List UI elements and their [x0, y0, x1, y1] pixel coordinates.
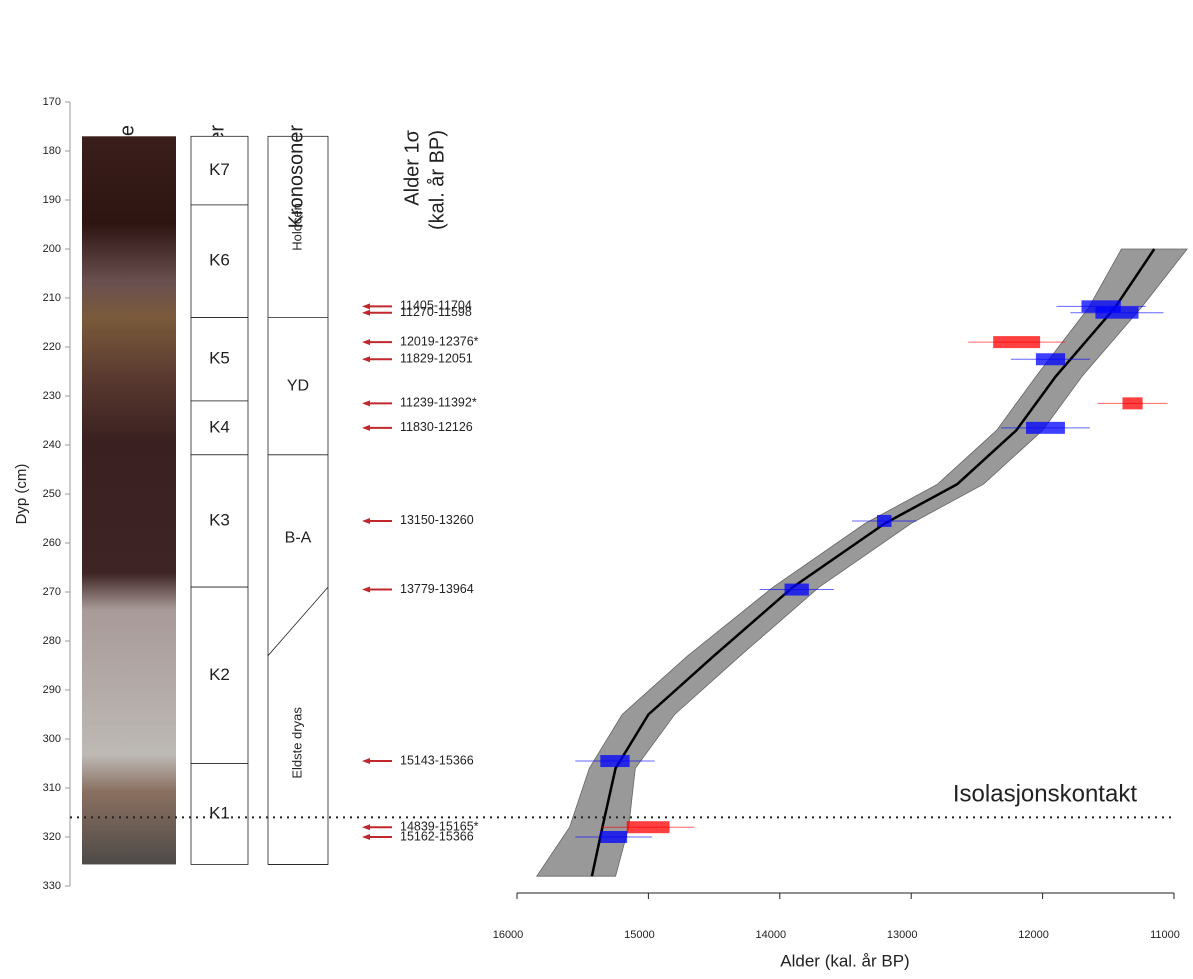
zone-label: Holocen — [289, 203, 304, 251]
date-arrow — [362, 517, 392, 524]
date-range — [993, 336, 1041, 349]
y-tick-label: 330 — [43, 880, 61, 892]
y-tick-label: 210 — [43, 292, 61, 304]
date-arrow — [362, 586, 392, 593]
date-arrow — [362, 824, 392, 831]
date-arrow — [362, 356, 392, 363]
y-tick-label: 310 — [43, 782, 61, 794]
zone-label: YD — [287, 377, 309, 394]
date-arrow — [362, 303, 392, 310]
x-tick-label: 11000 — [1150, 929, 1180, 941]
y-tick-label: 300 — [43, 733, 61, 745]
y-tick-label: 260 — [43, 537, 61, 549]
y-tick-label: 220 — [43, 341, 61, 353]
date-arrow — [362, 339, 392, 346]
core — [82, 136, 176, 865]
header: Kronosoner — [285, 125, 307, 229]
y-tick-label: 290 — [43, 684, 61, 696]
date-label: 11239-11392* — [400, 396, 477, 410]
y-tick-label: 270 — [43, 586, 61, 598]
date-arrow — [362, 834, 392, 840]
unit-label: K1 — [209, 803, 230, 822]
date-label: 15143-15366 — [400, 753, 474, 767]
unit-box — [190, 454, 249, 588]
date-arrow — [362, 424, 392, 431]
date-label: 12019-12376* — [400, 334, 479, 348]
unit-box — [190, 135, 249, 206]
date-label: 14839-15165* — [400, 819, 479, 833]
date-label: 11829-12051 — [400, 352, 473, 366]
date-label: 15162-15366 — [400, 829, 474, 843]
date-range — [1122, 397, 1143, 410]
date-range — [600, 755, 630, 768]
y-tick-label: 280 — [43, 635, 61, 647]
y-tick-label: 250 — [43, 488, 61, 500]
unit-label: K5 — [209, 349, 230, 368]
unit-box — [190, 317, 249, 402]
unit-label: K7 — [209, 160, 230, 179]
x-axis-label: Alder (kal. år BP) — [780, 951, 909, 970]
unit-label: K3 — [209, 510, 230, 529]
date-label: 13150-13260 — [400, 513, 474, 527]
date-range — [1035, 353, 1066, 366]
x-tick-label: 12000 — [1018, 929, 1049, 941]
date-arrow — [362, 400, 392, 407]
zone-boundary — [267, 586, 329, 656]
unit-label: K2 — [209, 665, 230, 684]
y-tick-label: 170 — [43, 96, 61, 108]
date-range — [1026, 421, 1065, 434]
x-tick-label: 13000 — [887, 929, 918, 941]
y-tick-label: 200 — [43, 243, 61, 255]
contact-label: Isolasjonskontakt — [953, 781, 1137, 808]
y-tick-label: 180 — [43, 145, 61, 157]
unit-box — [190, 204, 249, 318]
date-range — [600, 831, 628, 843]
date-label: 11270-11598 — [400, 305, 472, 319]
x-tick-label: 15000 — [624, 929, 655, 941]
y-tick-label: 320 — [43, 831, 61, 843]
unit-box — [190, 400, 249, 456]
y-tick-label: 230 — [43, 390, 61, 402]
date-range — [1095, 306, 1139, 319]
unit-label: K6 — [209, 251, 230, 270]
y-tick-label: 240 — [43, 439, 61, 451]
unit-label: K4 — [209, 417, 230, 436]
date-range — [877, 514, 892, 527]
x-tick-label: 14000 — [756, 929, 787, 941]
header: Alder 1σ — [401, 129, 423, 205]
model-line — [590, 248, 1156, 877]
date-range — [784, 583, 809, 596]
header: (kal. år BP) — [426, 130, 448, 230]
zone-label: B-A — [285, 529, 312, 546]
date-label: 11830-12126 — [400, 420, 473, 434]
y-tick-label: 190 — [43, 194, 61, 206]
y-axis-label: Dyp (cm) — [13, 464, 30, 525]
date-label: 11405-11704 — [400, 299, 472, 313]
unit-box — [190, 763, 249, 865]
x-tick-label: 16000 — [493, 929, 524, 941]
date-label: 13779-13964 — [400, 582, 474, 596]
unit-box — [190, 586, 249, 764]
date-arrow — [362, 758, 392, 765]
zone-label: Eldste dryas — [289, 707, 304, 779]
date-range — [626, 821, 670, 834]
date-arrow — [362, 309, 392, 316]
